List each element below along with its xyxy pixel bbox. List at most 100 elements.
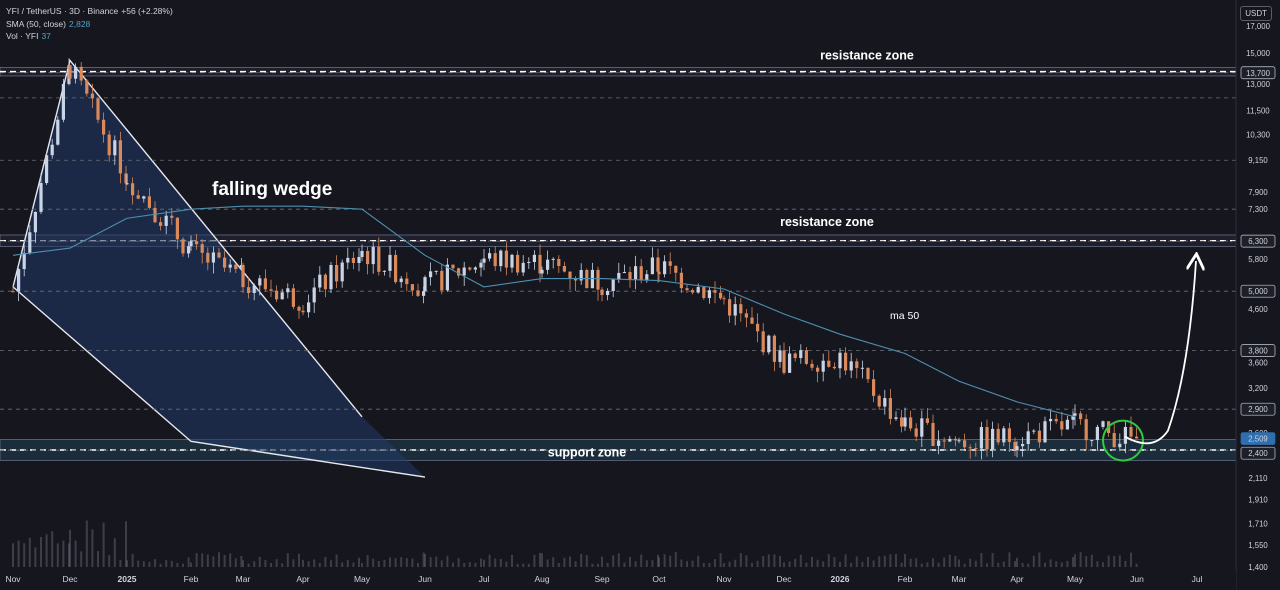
candle-113 bbox=[611, 279, 615, 291]
chart-legend: YFI / TetherUS · 3D · Binance +56 (+2.28%… bbox=[6, 5, 173, 43]
time-axis[interactable]: Nov Dec 2025 Feb Mar Apr May Jun Jul Aug Sep Oct Nov… bbox=[0, 570, 1236, 590]
candle-76 bbox=[416, 290, 420, 296]
volume-bar-182 bbox=[986, 563, 988, 567]
volume-bar-3 bbox=[28, 537, 31, 567]
volume-bar-47 bbox=[258, 556, 261, 567]
candle-125 bbox=[674, 265, 678, 273]
volume-bar-63 bbox=[346, 559, 349, 567]
volume-bar-174 bbox=[943, 557, 946, 567]
price-tick-11: 5,000 bbox=[1240, 284, 1276, 298]
candle-28 bbox=[159, 222, 163, 226]
volume-bar-45 bbox=[247, 563, 250, 567]
price-tick-10: 5,800 bbox=[1248, 255, 1268, 264]
volume-bar-32 bbox=[182, 563, 184, 567]
volume-bar-95 bbox=[516, 563, 519, 567]
volume-bar-206 bbox=[1113, 555, 1116, 567]
volume-bar-118 bbox=[640, 554, 643, 567]
price-label-22: 1,710 bbox=[1248, 520, 1268, 529]
volume-bar-38 bbox=[212, 556, 215, 567]
volume-bar-5 bbox=[40, 536, 42, 567]
volume-bar-12 bbox=[74, 540, 77, 567]
price-tag-11 bbox=[1240, 284, 1276, 298]
volume-layer bbox=[12, 520, 1138, 567]
candle-188 bbox=[1015, 446, 1019, 451]
price-label-1: 15,000 bbox=[1246, 49, 1271, 58]
candle-94 bbox=[510, 254, 514, 268]
candle-202 bbox=[1090, 440, 1094, 442]
candle-158 bbox=[855, 361, 859, 369]
volume-bar-180 bbox=[974, 560, 977, 567]
time-label-3: Feb bbox=[184, 574, 199, 584]
volume-bar-29 bbox=[165, 559, 168, 567]
candle-63 bbox=[346, 257, 350, 263]
price-label-4: 11,500 bbox=[1246, 107, 1270, 116]
time-label-14: 2026 bbox=[831, 574, 850, 584]
volume-bar-49 bbox=[270, 562, 272, 567]
volume-bar-89 bbox=[483, 559, 485, 567]
candle-123 bbox=[663, 261, 667, 275]
zone-label-1: resistance zone bbox=[780, 215, 874, 229]
volume-bar-34 bbox=[190, 562, 192, 567]
time-label-4: Mar bbox=[236, 574, 251, 584]
candle-105 bbox=[568, 271, 572, 279]
volume-bar-199 bbox=[1074, 554, 1076, 567]
candle-168 bbox=[909, 417, 913, 429]
price-tag-16 bbox=[1240, 402, 1276, 416]
volume-bar-17 bbox=[102, 522, 105, 567]
time-label-8: Jul bbox=[479, 574, 490, 584]
volume-bar-105 bbox=[569, 556, 571, 567]
volume-bar-154 bbox=[833, 557, 836, 567]
volume-bar-144 bbox=[779, 555, 781, 567]
candle-178 bbox=[963, 440, 967, 448]
legend-symbol: YFI / TetherUS · 3D · Binance bbox=[6, 6, 119, 16]
volume-bar-140 bbox=[756, 560, 759, 567]
candle-184 bbox=[996, 428, 1000, 443]
volume-bar-160 bbox=[867, 557, 869, 567]
price-tag-19 bbox=[1240, 446, 1276, 460]
volume-bar-170 bbox=[920, 563, 923, 567]
candle-159 bbox=[860, 367, 864, 369]
volume-bar-10 bbox=[68, 543, 70, 567]
candle-93 bbox=[504, 250, 508, 268]
volume-bar-18 bbox=[108, 555, 111, 567]
volume-bar-27 bbox=[154, 559, 156, 567]
volume-bar-130 bbox=[702, 562, 705, 567]
volume-bar-116 bbox=[629, 557, 631, 567]
volume-bar-21 bbox=[125, 521, 127, 567]
volume-bar-31 bbox=[176, 563, 179, 567]
legend-change: +56 (+2.28%) bbox=[121, 6, 173, 16]
price-tick-21: 1,910 bbox=[1248, 496, 1268, 505]
volume-bar-92 bbox=[499, 558, 502, 567]
volume-bar-78 bbox=[424, 553, 426, 567]
volume-bar-120 bbox=[651, 560, 654, 567]
volume-bar-26 bbox=[148, 562, 151, 567]
price-label-9: 6,300 bbox=[1248, 237, 1268, 246]
candle-112 bbox=[606, 290, 610, 296]
price-label-20: 2,110 bbox=[1249, 474, 1269, 483]
candle-110 bbox=[596, 269, 600, 290]
volume-bar-181 bbox=[980, 553, 983, 567]
candle-129 bbox=[696, 287, 700, 293]
candle-64 bbox=[351, 257, 355, 263]
volume-bar-128 bbox=[691, 560, 694, 567]
candle-140 bbox=[756, 323, 760, 332]
candle-163 bbox=[883, 398, 887, 407]
currency-button[interactable]: USDT bbox=[1240, 6, 1272, 21]
candle-48 bbox=[263, 278, 267, 290]
volume-bar-139 bbox=[751, 562, 753, 567]
volume-bar-41 bbox=[229, 553, 232, 567]
candle-194 bbox=[1049, 418, 1053, 422]
candle-92 bbox=[499, 250, 503, 267]
volume-bar-16 bbox=[97, 551, 99, 567]
ma-line bbox=[12, 205, 1076, 418]
candle-87 bbox=[473, 267, 477, 270]
volume-bar-83 bbox=[452, 562, 454, 567]
time-label-6: May bbox=[354, 574, 371, 584]
volume-bar-6 bbox=[45, 534, 48, 567]
price-label-6: 9,150 bbox=[1248, 156, 1268, 165]
volume-bar-204 bbox=[1102, 562, 1104, 567]
price-axis[interactable]: 17,000 15,000 13,700 13,000 11,500 10,300 9,15… bbox=[1235, 0, 1280, 590]
price-tick-0: 17,000 bbox=[1246, 22, 1271, 31]
candle-153 bbox=[827, 360, 831, 367]
